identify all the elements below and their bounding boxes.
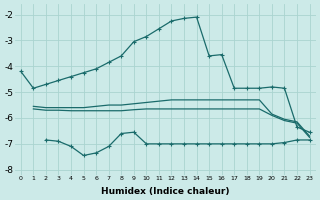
X-axis label: Humidex (Indice chaleur): Humidex (Indice chaleur) [101,187,229,196]
